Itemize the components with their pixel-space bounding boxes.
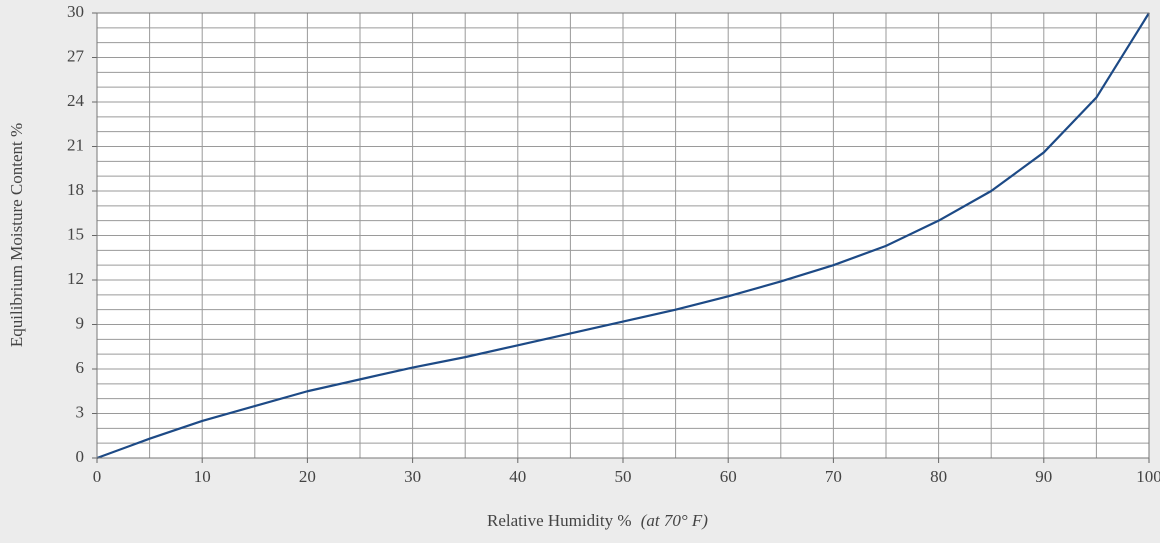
y-tick-label: 30 (67, 2, 84, 21)
x-axis-label-note: (at 70° F) (641, 511, 709, 530)
y-tick-label: 9 (76, 313, 85, 332)
y-tick-label: 21 (67, 135, 84, 154)
data-line (96, 12, 1150, 460)
x-axis-label-main: Relative Humidity % (487, 511, 631, 530)
y-tick-label: 15 (67, 224, 84, 243)
y-tick-label: 3 (76, 402, 85, 421)
y-axis-label: Equilibrium Moisture Content % (7, 123, 26, 347)
x-tick-label: 70 (825, 467, 842, 486)
x-tick-label: 80 (930, 467, 947, 486)
y-tick-label: 18 (67, 180, 84, 199)
x-tick-label: 40 (509, 467, 526, 486)
x-tick-label: 0 (93, 467, 102, 486)
x-axis-label: Relative Humidity % (at 70° F) (487, 511, 708, 530)
y-tick-label: 12 (67, 269, 84, 288)
x-tick-label: 100 (1136, 467, 1160, 486)
x-tick-label: 60 (720, 467, 737, 486)
y-tick-label: 0 (76, 447, 85, 466)
y-tick-label: 6 (76, 358, 85, 377)
y-tick-label: 24 (67, 91, 85, 110)
x-tick-label: 20 (299, 467, 316, 486)
y-tick-label: 27 (67, 46, 85, 65)
x-tick-label: 50 (615, 467, 632, 486)
x-tick-label: 90 (1035, 467, 1052, 486)
x-tick-label: 30 (404, 467, 421, 486)
plot-border (96, 12, 1150, 459)
x-tick-label: 10 (194, 467, 211, 486)
